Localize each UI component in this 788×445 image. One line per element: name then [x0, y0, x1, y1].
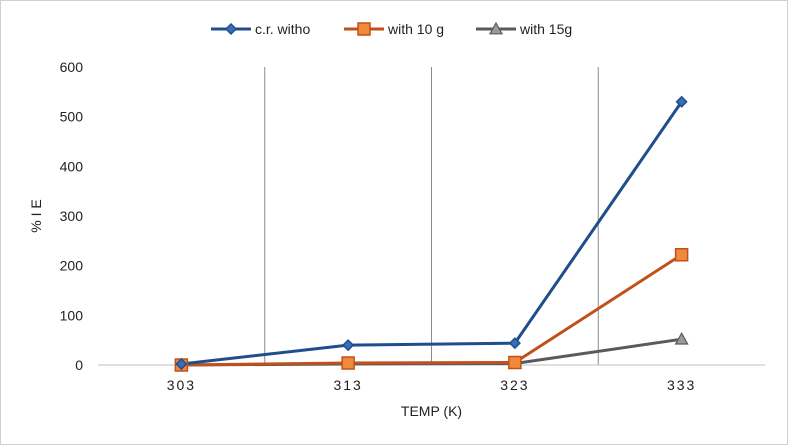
gridlines [264, 67, 599, 365]
data-point [674, 331, 689, 345]
data-point [341, 356, 355, 370]
legend-marker [488, 21, 504, 35]
data-point [674, 247, 689, 262]
y-tick-label: 500 [60, 109, 84, 125]
y-axis-title: % I E [28, 199, 44, 232]
data-point [508, 355, 522, 370]
legend-marker [224, 22, 238, 36]
series-markers [174, 95, 689, 372]
y-tick-label: 0 [75, 357, 83, 373]
y-tick-label: 600 [60, 59, 84, 75]
legend-label: with 15g [519, 21, 572, 37]
legend-label: with 10 g [387, 21, 444, 37]
x-tick-label: 333 [667, 377, 696, 393]
legend: c.r. witho with 10 g with 15g [211, 21, 572, 37]
y-tick-label: 100 [60, 307, 84, 323]
y-tick-labels: 0 100 200 300 400 500 600 [60, 59, 84, 373]
data-point [342, 339, 355, 352]
data-point [675, 95, 688, 108]
legend-marker [357, 22, 371, 36]
data-point [175, 357, 188, 371]
series-line [181, 253, 683, 367]
data-point [508, 337, 521, 350]
x-tick-label: 323 [500, 377, 529, 393]
y-tick-label: 200 [60, 258, 84, 274]
series-lines [181, 100, 683, 367]
y-tick-label: 300 [60, 208, 84, 224]
legend-label: c.r. witho [255, 21, 310, 37]
x-tick-label: 303 [167, 377, 196, 393]
x-tick-label: 313 [333, 377, 362, 393]
y-tick-label: 400 [60, 158, 84, 174]
x-tick-labels: 303 313 323 333 [167, 377, 696, 393]
series-line [181, 100, 683, 366]
x-axis-title: TEMP (K) [401, 403, 462, 419]
